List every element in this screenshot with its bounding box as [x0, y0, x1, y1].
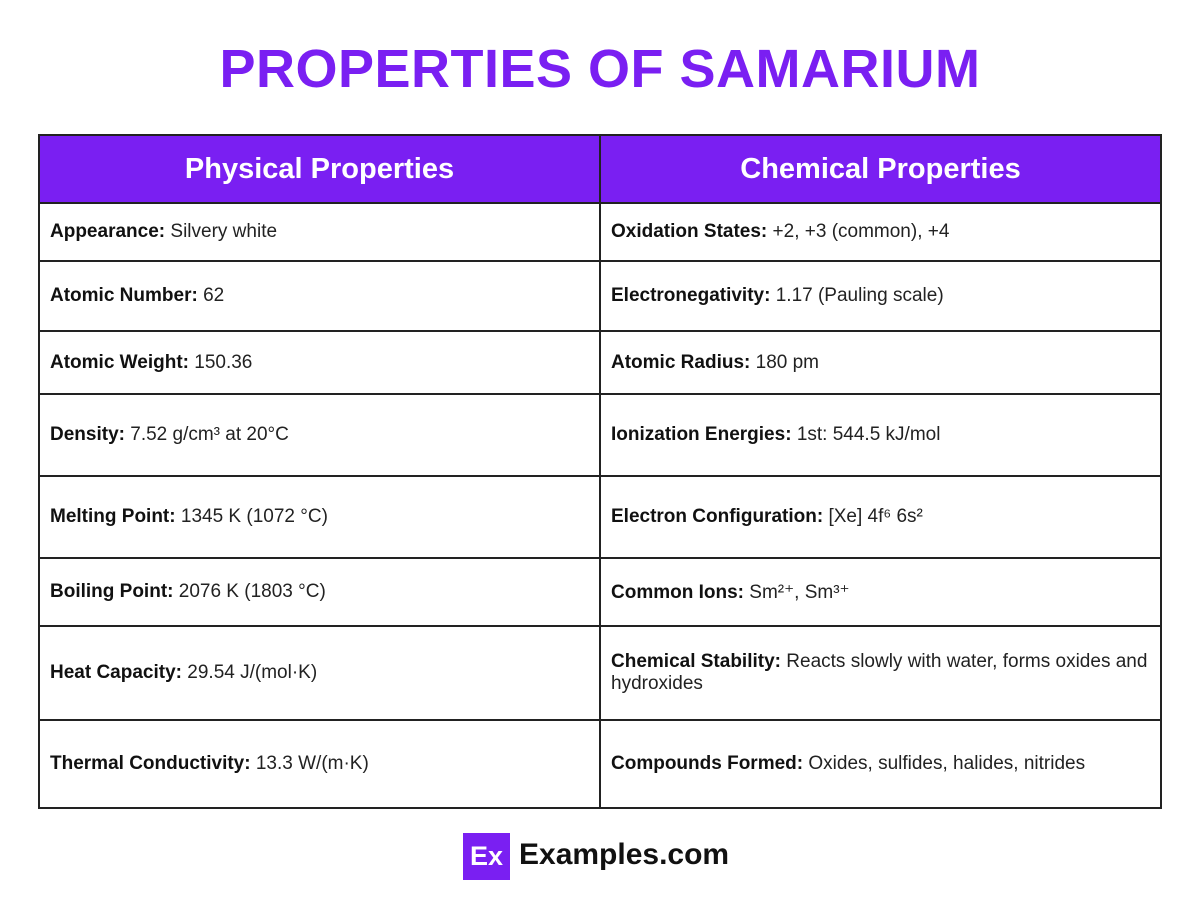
property-label: Oxidation States:	[611, 221, 768, 242]
property-label: Atomic Number:	[50, 285, 198, 306]
property-label: Atomic Radius:	[611, 351, 751, 373]
column-header: Physical Properties	[38, 134, 601, 204]
column-header: Chemical Properties	[599, 134, 1162, 204]
table-row: Melting Point: 1345 K (1072 °C) Electron …	[38, 475, 1162, 559]
table-cell: Compounds Formed: Oxides, sulfides, hali…	[599, 719, 1162, 809]
table-cell: Thermal Conductivity: 13.3 W/(m·K)	[38, 719, 601, 809]
table-row: Boiling Point: 2076 K (1803 °C) Common Io…	[38, 557, 1162, 627]
title: PROPERTIES OF SAMARIUM	[219, 39, 981, 99]
site-name: Examples.com	[519, 838, 730, 871]
property-value: 1st: 544.5 kJ/mol	[796, 424, 941, 445]
property-value: 150.36	[194, 351, 253, 373]
property-label: Melting Point:	[50, 506, 176, 527]
property-label: Heat Capacity:	[50, 662, 182, 683]
property-value: 180 pm	[755, 351, 820, 373]
property-label: Common Ions:	[611, 581, 744, 603]
table-cell: Electronegativity: 1.17 (Pauling scale)	[599, 260, 1162, 332]
property-label: Atomic Weight:	[50, 351, 189, 373]
property-value: 1.17 (Pauling scale)	[775, 285, 944, 306]
header-row: Physical Properties Chemical Properties	[38, 134, 1162, 204]
property-label: Electron Configuration:	[611, 506, 824, 527]
property-value: Reacts slowly with water, forms oxides a…	[611, 651, 1148, 694]
property-label: Thermal Conductivity:	[50, 753, 251, 774]
property-value: +2, +3 (common), +4	[772, 221, 950, 242]
property-value: 13.3 W/(m·K)	[255, 753, 369, 774]
table-cell: Chemical Stability: Reacts slowly with w…	[599, 625, 1162, 721]
table-row: Density: 7.52 g/cm³ at 20°C Ionization En…	[38, 393, 1162, 477]
table-cell: Ionization Energies: 1st: 544.5 kJ/mol	[599, 393, 1162, 477]
property-label: Density:	[50, 424, 125, 445]
properties-table: Physical Properties Chemical Properties …	[38, 134, 1162, 809]
property-value: [Xe] 4f⁶ 6s²	[828, 506, 923, 527]
property-label: Boiling Point:	[50, 581, 174, 602]
property-value: Silvery white	[170, 221, 278, 242]
table-row: Atomic Weight: 150.36 Atomic Radius: 180 …	[38, 330, 1162, 395]
table-row: Appearance: Silvery white Oxidation State…	[38, 202, 1162, 262]
property-label: Chemical Stability:	[611, 651, 781, 672]
property-label: Ionization Energies:	[611, 424, 792, 445]
table-body: Appearance: Silvery white Oxidation State…	[38, 202, 1162, 809]
table-cell: Melting Point: 1345 K (1072 °C)	[38, 475, 601, 559]
table-cell: Electron Configuration: [Xe] 4f⁶ 6s²	[599, 475, 1162, 559]
table-row: Thermal Conductivity: 13.3 W/(m·K) Compou…	[38, 719, 1162, 809]
table-cell: Atomic Weight: 150.36	[38, 330, 601, 395]
table-cell: Atomic Radius: 180 pm	[599, 330, 1162, 395]
property-value: 29.54 J/(mol·K)	[187, 662, 318, 683]
table-row: Atomic Number: 62 Electronegativity: 1.17…	[38, 260, 1162, 332]
property-value: 62	[203, 285, 225, 306]
table-cell: Appearance: Silvery white	[38, 202, 601, 262]
property-value: Oxides, sulfides, halides, nitrides	[808, 753, 1086, 774]
table-cell: Boiling Point: 2076 K (1803 °C)	[38, 557, 601, 627]
table-cell: Common Ions: Sm²⁺, Sm³⁺	[599, 557, 1162, 627]
property-label: Compounds Formed:	[611, 753, 804, 774]
property-label: Appearance:	[50, 221, 166, 242]
table-cell: Density: 7.52 g/cm³ at 20°C	[38, 393, 601, 477]
table-cell: Heat Capacity: 29.54 J/(mol·K)	[38, 625, 601, 721]
property-label: Electronegativity:	[611, 285, 771, 306]
table-row: Heat Capacity: 29.54 J/(mol·K) Chemical S…	[38, 625, 1162, 721]
property-value: 7.52 g/cm³ at 20°C	[130, 424, 289, 445]
logo: Ex	[463, 833, 510, 880]
property-value: 2076 K (1803 °C)	[178, 581, 326, 602]
property-value: Sm²⁺, Sm³⁺	[749, 581, 850, 603]
table-cell: Oxidation States: +2, +3 (common), +4	[599, 202, 1162, 262]
table-cell: Atomic Number: 62	[38, 260, 601, 332]
property-value: 1345 K (1072 °C)	[180, 506, 328, 527]
